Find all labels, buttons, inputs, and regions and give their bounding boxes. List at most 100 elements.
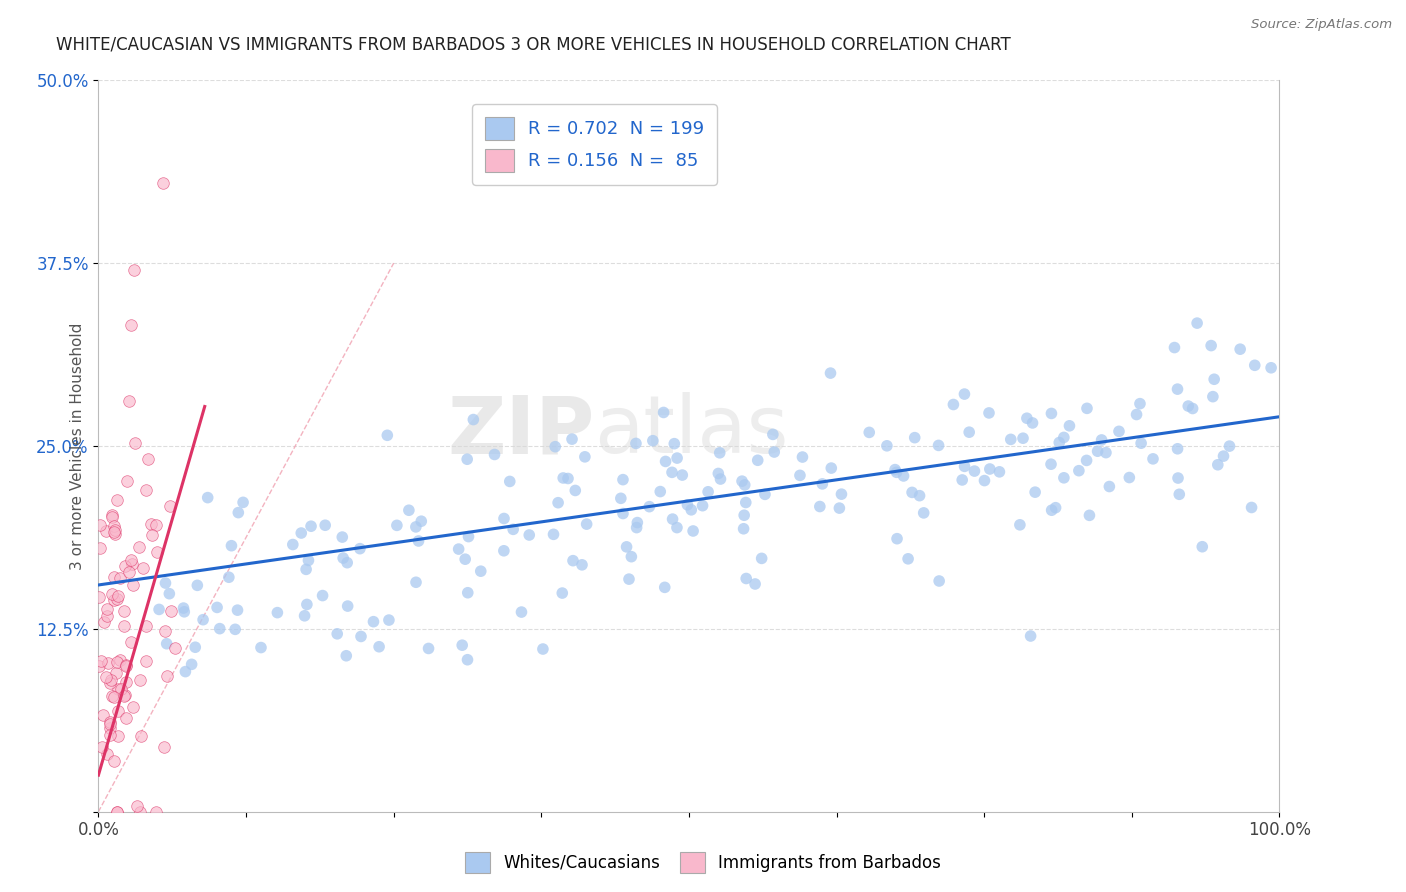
Point (121, 557, 143, 571)
Point (205, 600, 228, 615)
Point (208, 622, 231, 636)
Point (139, 517, 162, 532)
Point (146, 544, 169, 558)
Point (221, 539, 243, 553)
Point (326, 627, 349, 641)
Point (103, 519, 125, 533)
Point (155, 669, 177, 683)
Point (87, 590, 110, 604)
Point (897, 551, 920, 566)
Point (114, 559, 136, 574)
Point (641, 434, 664, 448)
Point (232, 495, 254, 509)
Point (499, 475, 522, 489)
Point (1047, 435, 1070, 450)
Point (1129, 397, 1152, 411)
Point (908, 489, 931, 503)
Point (1021, 416, 1043, 430)
Point (1202, 390, 1225, 404)
Point (904, 431, 927, 445)
Point (1177, 399, 1199, 413)
Point (626, 520, 648, 534)
Point (114, 688, 136, 702)
Point (979, 462, 1001, 476)
Point (411, 514, 433, 528)
Point (665, 520, 688, 534)
Point (112, 689, 135, 703)
Point (654, 454, 676, 468)
Point (1191, 540, 1213, 554)
Point (547, 496, 569, 510)
Point (575, 517, 598, 532)
Point (1130, 436, 1153, 450)
Point (378, 613, 401, 627)
Point (620, 549, 643, 564)
Point (105, 805, 128, 819)
Point (626, 516, 648, 530)
Point (564, 483, 586, 498)
Point (709, 446, 731, 460)
Point (451, 638, 474, 652)
Point (447, 542, 470, 557)
Text: atlas: atlas (595, 392, 789, 470)
Point (682, 524, 704, 538)
Point (551, 586, 574, 600)
Point (1212, 449, 1234, 463)
Point (811, 476, 834, 491)
Point (654, 580, 676, 594)
Point (153, 740, 176, 755)
Point (398, 503, 420, 517)
Point (294, 608, 316, 623)
Point (98, 676, 121, 690)
Point (562, 554, 585, 568)
Point (893, 469, 915, 483)
Point (616, 540, 638, 554)
Point (1024, 485, 1046, 500)
Point (1243, 359, 1265, 373)
Point (98, 716, 121, 731)
Point (335, 648, 357, 663)
Point (571, 558, 593, 572)
Point (1181, 401, 1204, 416)
Point (107, 704, 129, 718)
Point (733, 508, 755, 523)
Point (184, 640, 207, 655)
Point (510, 605, 533, 619)
Point (928, 574, 950, 588)
Point (94, 524, 117, 539)
Point (295, 562, 318, 576)
Point (1118, 470, 1140, 484)
Point (792, 450, 814, 464)
Point (612, 473, 634, 487)
Point (1067, 464, 1090, 478)
Point (617, 572, 640, 586)
Point (676, 498, 699, 512)
Point (297, 553, 319, 567)
Point (226, 506, 249, 520)
Point (492, 511, 515, 525)
Point (117, 474, 139, 488)
Point (97, 656, 120, 670)
Point (103, 690, 125, 705)
Point (101, 508, 124, 522)
Point (281, 537, 304, 551)
Point (1142, 451, 1164, 466)
Point (408, 534, 430, 549)
Point (122, 577, 145, 591)
Point (624, 436, 647, 450)
Point (89, 541, 111, 556)
Point (828, 501, 851, 516)
Point (120, 634, 142, 648)
Point (363, 615, 385, 629)
Point (858, 425, 880, 440)
Point (1040, 406, 1063, 420)
Point (808, 500, 831, 514)
Text: WHITE/CAUCASIAN VS IMMIGRANTS FROM BARBADOS 3 OR MORE VEHICLES IN HOUSEHOLD CORR: WHITE/CAUCASIAN VS IMMIGRANTS FROM BARBA… (56, 36, 1011, 54)
Point (104, 527, 127, 541)
Point (152, 176, 174, 190)
Point (91, 740, 114, 755)
Point (103, 592, 125, 607)
Point (1260, 360, 1282, 375)
Point (98, 721, 121, 735)
Point (1040, 503, 1063, 517)
